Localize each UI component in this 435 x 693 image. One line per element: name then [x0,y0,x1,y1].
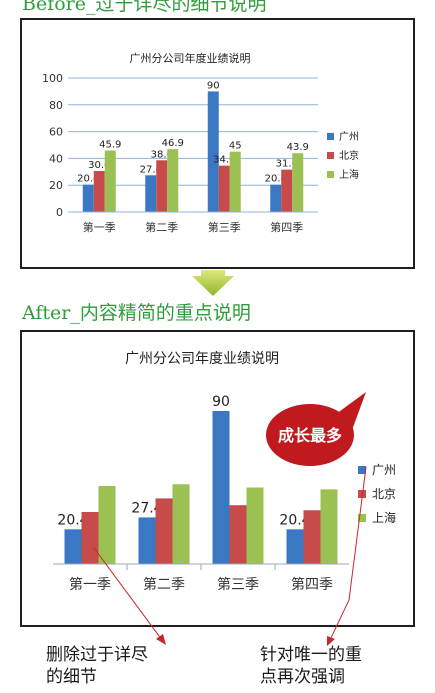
x-tick-label: 第一季 [83,220,116,234]
bar [98,485,116,564]
legend-label: 上海 [372,510,396,525]
data-label: 45.9 [99,139,121,150]
legend-swatch [327,171,334,178]
note-right-line2: 点再次强调 [260,667,345,687]
after-chart: 广州分公司年度业绩说明第一季 20.4 第二季 27.4 第三季 90 第四季 20.4 广州北… [20,330,415,627]
x-tick-label: 第四季 [270,220,303,234]
bar [138,517,156,564]
data-label: 20.4 [265,174,287,185]
bar [64,529,82,564]
bar [218,165,230,212]
bar [207,91,219,212]
callout-circle [266,404,354,466]
bar [156,160,168,212]
note-right-line1: 针对唯一的重 [260,645,362,665]
x-tick-label: 第一季 [69,576,111,593]
bar [212,411,230,564]
before-chart: 广州分公司年度业绩说明 0 20 40 60 80 100 第一季 20.4 30.6 45.9 第二… [20,18,415,269]
bar [155,498,173,564]
after-heading: After_内容精简的重点说明 [22,302,251,324]
before-chart-svg: 广州分公司年度业绩说明 0 20 40 60 80 100 第一季 20.4 30.6 45.9 第二… [42,51,359,234]
y-tick-label: 0 [56,206,63,219]
y-tick-label: 80 [49,99,63,112]
data-label: 45 [229,141,242,152]
legend-label: 广州 [339,131,359,143]
data-label: 90 [212,394,230,410]
chart-title: 广州分公司年度业绩说明 [125,351,279,367]
callout-bubble: 成长最多 [266,392,366,466]
bar [93,170,105,212]
data-label: 46.9 [162,138,184,149]
bar [172,484,190,564]
bar [145,175,157,212]
bar [81,511,99,564]
legend-swatch [358,466,366,474]
bar [229,151,241,212]
callout-text: 成长最多 [278,426,342,445]
y-tick-label: 40 [49,152,63,165]
legend-swatch [358,490,366,498]
data-label: 43.9 [287,142,309,153]
legend-swatch [327,133,334,140]
y-tick-label: 20 [49,179,63,192]
bar [167,149,179,212]
legend-label: 上海 [339,168,359,181]
data-label: 38.6 [151,149,173,160]
x-tick-label: 第三季 [208,220,241,234]
data-label: 90 [207,80,220,91]
x-tick-label: 第三季 [217,576,259,593]
arrow-down-icon [192,270,234,296]
data-label: 20.4 [279,512,310,528]
legend-label: 北京 [339,149,359,162]
bar [82,184,94,212]
legend-swatch [358,514,366,522]
x-tick-label: 第四季 [291,576,333,593]
x-tick-label: 第二季 [143,576,185,593]
data-label: 27.4 [131,500,162,516]
legend-swatch [327,152,334,159]
bar [229,505,247,564]
data-label: 34.6 [213,155,235,166]
bar [286,529,304,564]
x-tick-label: 第二季 [145,220,178,234]
data-label: 31.6 [276,159,298,170]
legend-label: 北京 [372,487,396,501]
data-label: 20.4 [57,512,88,528]
y-tick-label: 60 [49,126,63,139]
bar [246,487,264,564]
arrowhead-left-icon [156,634,166,645]
note-right: 针对唯一的重 点再次强调 [260,644,362,688]
data-label: 30.6 [88,160,110,171]
note-left-line2: 的细节 [46,667,97,687]
bar [303,510,321,564]
bar [270,184,282,212]
before-heading: Before_过于详尽的细节说明 [22,0,267,15]
data-label: 27.4 [140,164,162,175]
legend-label: 广州 [372,463,396,477]
bar [281,169,293,212]
y-tick-label: 100 [42,72,63,85]
bar [320,489,338,564]
bar [104,150,116,212]
chart-title: 广州分公司年度业绩说明 [130,51,251,65]
note-left-line1: 删除过于详尽 [46,645,148,665]
note-left: 删除过于详尽 的细节 [46,644,148,688]
bar [292,153,304,212]
data-label: 20.4 [77,174,99,185]
